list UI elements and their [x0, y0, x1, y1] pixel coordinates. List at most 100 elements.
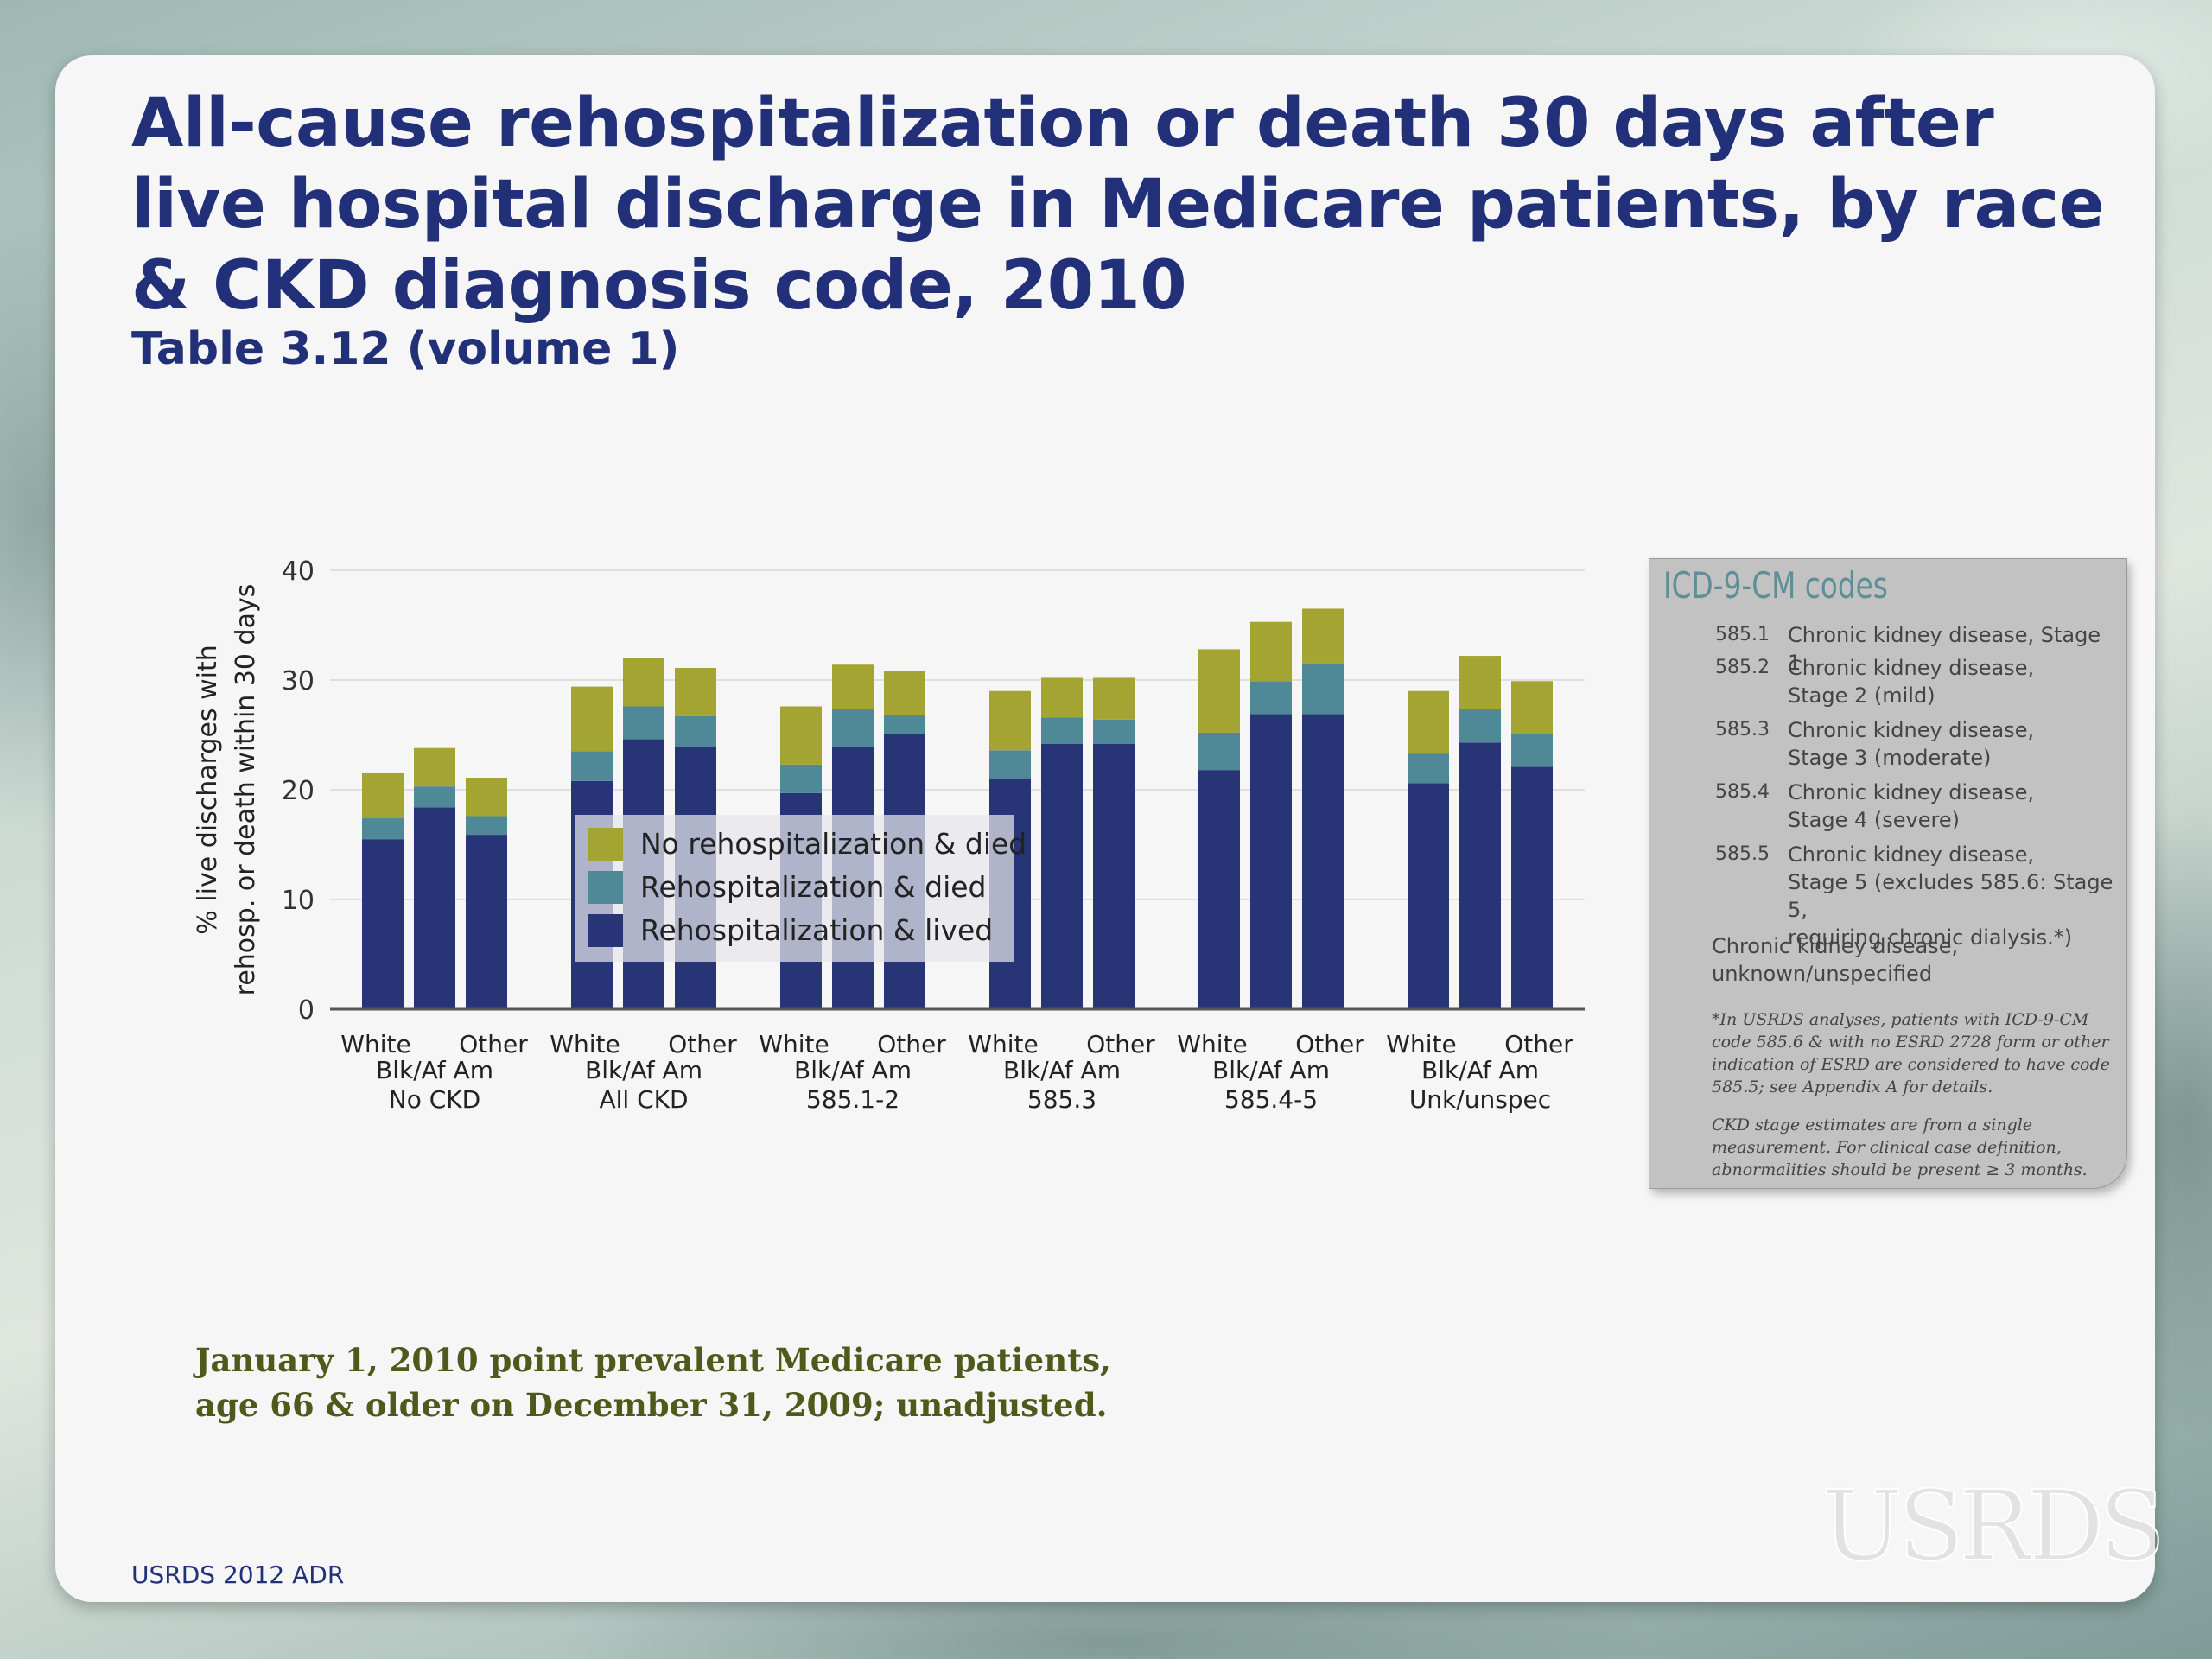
y-axis-label: % live discharges with rehosp. or death w…	[193, 584, 261, 996]
x-group-label: 585.4-5	[1224, 1085, 1318, 1114]
x-tick-label-race: Other	[459, 1030, 528, 1058]
y-axis-title-line: % live discharges with	[193, 645, 223, 934]
bar-segment	[1198, 649, 1240, 733]
icd-description-line: Chronic kidney disease, Stage 1	[1788, 623, 2101, 675]
bar-segment	[1250, 681, 1292, 715]
bar-segment	[989, 690, 1031, 751]
bar-segment	[1459, 656, 1501, 709]
icd-note-esrd-line: code 585.6 & with no ESRD 2728 form or o…	[1712, 1033, 2109, 1052]
bar-segment	[1459, 709, 1501, 743]
icd-code: 585.1	[1715, 624, 1770, 645]
bar-segment	[1302, 714, 1344, 1009]
bar-segment	[623, 658, 664, 707]
bar-segment	[989, 750, 1031, 779]
x-group-label: All CKD	[599, 1085, 688, 1114]
icd-note-stage-line: CKD stage estimates are from a single	[1712, 1116, 2033, 1135]
y-axis-title: % live discharges with rehosp. or death w…	[193, 584, 261, 996]
legend-swatch	[588, 871, 623, 904]
legend-label: No rehospitalization & died	[640, 827, 1027, 861]
icd-unknown-line: Chronic kidney disease,	[1712, 934, 1959, 958]
bar-segment	[414, 807, 455, 1009]
icd-description: Chronic kidney disease, Stage 5 (excludes…	[1788, 841, 2116, 951]
icd-description-line: Chronic kidney disease,	[1788, 842, 2035, 867]
bar-segment	[623, 706, 664, 740]
x-tick-label-race: Other	[668, 1030, 737, 1058]
bar-segment	[362, 772, 404, 819]
population-footnote: January 1, 2010 point prevalent Medicare…	[195, 1341, 1111, 1424]
x-tick-label-race: Blk/Af Am	[794, 1056, 912, 1084]
x-tick-label-race: Blk/Af Am	[585, 1056, 702, 1084]
bar-segment	[884, 671, 925, 715]
bar-segment	[1250, 714, 1292, 1009]
footer-label: USRDS 2012 ADR	[131, 1560, 345, 1589]
x-group-label: 585.1-2	[806, 1085, 899, 1114]
icd-description-line: Stage 3 (moderate)	[1788, 746, 1992, 770]
y-tick-label: 10	[282, 886, 315, 916]
x-tick-label-race: Other	[1504, 1030, 1573, 1058]
legend-label: Rehospitalization & died	[640, 870, 987, 904]
y-tick-label: 0	[298, 995, 315, 1026]
icd-description-line: Chronic kidney disease,	[1788, 780, 2035, 804]
bar-segment	[414, 786, 455, 808]
x-tick-label-race: Other	[877, 1030, 946, 1058]
icd-codes-panel: ICD-9-CM codes 585.1 Chronic kidney disea…	[1649, 558, 2127, 1189]
bar-segment	[1459, 742, 1501, 1009]
legend-swatch	[588, 914, 623, 947]
bar-segment	[1302, 608, 1344, 664]
icd-note-stage: CKD stage estimates are from a single mea…	[1712, 1114, 2118, 1181]
icd-code: 585.3	[1715, 719, 1770, 741]
legend-label: Rehospitalization & lived	[640, 913, 993, 947]
x-tick-label-race: White	[968, 1030, 1038, 1058]
y-tick-label: 30	[282, 666, 315, 696]
icd-code: 585.4	[1715, 781, 1770, 803]
x-tick-label-race: Blk/Af Am	[376, 1056, 493, 1084]
y-tick-label: 40	[282, 556, 315, 587]
bar-segment	[362, 818, 404, 840]
bar-segment	[1511, 681, 1553, 734]
y-tick-label: 20	[282, 776, 315, 806]
icd-note-esrd-line: indication of ESRD are considered to hav…	[1712, 1055, 2110, 1074]
legend: No rehospitalization & died Rehospitaliza…	[575, 815, 1027, 962]
icd-note-esrd: *In USRDS analyses, patients with ICD-9-…	[1712, 1008, 2118, 1098]
bar-segment	[1511, 766, 1553, 1009]
bar-segment	[362, 839, 404, 1009]
x-tick-label-race: White	[1386, 1030, 1456, 1058]
icd-description-line: requiring chronic dialysis.*)	[1788, 925, 2073, 950]
bar-segment	[1041, 717, 1083, 744]
bar-segment	[466, 835, 507, 1009]
icd-description: Chronic kidney disease, Stage 1	[1788, 621, 2116, 677]
x-tick-label-race: Other	[1295, 1030, 1364, 1058]
axes: 0 10 20 30 40	[282, 556, 1585, 1026]
bar-segment	[1408, 690, 1449, 754]
x-tick-label-race: Blk/Af Am	[1212, 1056, 1330, 1084]
bar-segment	[571, 751, 613, 781]
usrds-logo: USRDS	[1821, 1470, 2166, 1584]
bar-segment	[1093, 743, 1135, 1009]
icd-code: 585.5	[1715, 843, 1770, 865]
bar-segment	[1041, 743, 1083, 1009]
icd-note-esrd-line: 585.5; see Appendix A for details.	[1712, 1077, 1993, 1096]
slide-subtitle: Table 3.12 (volume 1)	[131, 323, 680, 375]
x-tick-label-race: White	[340, 1030, 410, 1058]
bar-segment	[832, 709, 874, 747]
legend-swatch	[588, 828, 623, 861]
icd-panel-title: ICD-9-CM codes	[1663, 564, 1888, 607]
icd-description-line: Stage 5 (excludes 585.6: Stage 5,	[1788, 870, 2113, 922]
x-tick-label-race: White	[1177, 1030, 1247, 1058]
x-tick-label-race: Blk/Af Am	[1421, 1056, 1539, 1084]
bar-segment	[414, 747, 455, 787]
icd-description-line: Chronic kidney disease,	[1788, 656, 2035, 680]
icd-description: Chronic kidney disease, Stage 2 (mild)	[1788, 654, 2116, 709]
x-tick-label-race: White	[550, 1030, 620, 1058]
icd-note-stage-line: measurement. For clinical case definitio…	[1712, 1138, 2062, 1157]
y-axis-title-line: rehosp. or death within 30 days	[231, 584, 261, 996]
bar-segment	[1302, 663, 1344, 715]
bar-segment	[466, 816, 507, 836]
x-group-label: 585.3	[1027, 1085, 1096, 1114]
icd-description: Chronic kidney disease, Stage 4 (severe)	[1788, 779, 2116, 834]
icd-description: Chronic kidney disease, Stage 3 (moderate…	[1788, 716, 2116, 772]
bar-segment	[1198, 770, 1240, 1009]
bar-segment	[1250, 621, 1292, 682]
bar-segment	[780, 764, 822, 793]
